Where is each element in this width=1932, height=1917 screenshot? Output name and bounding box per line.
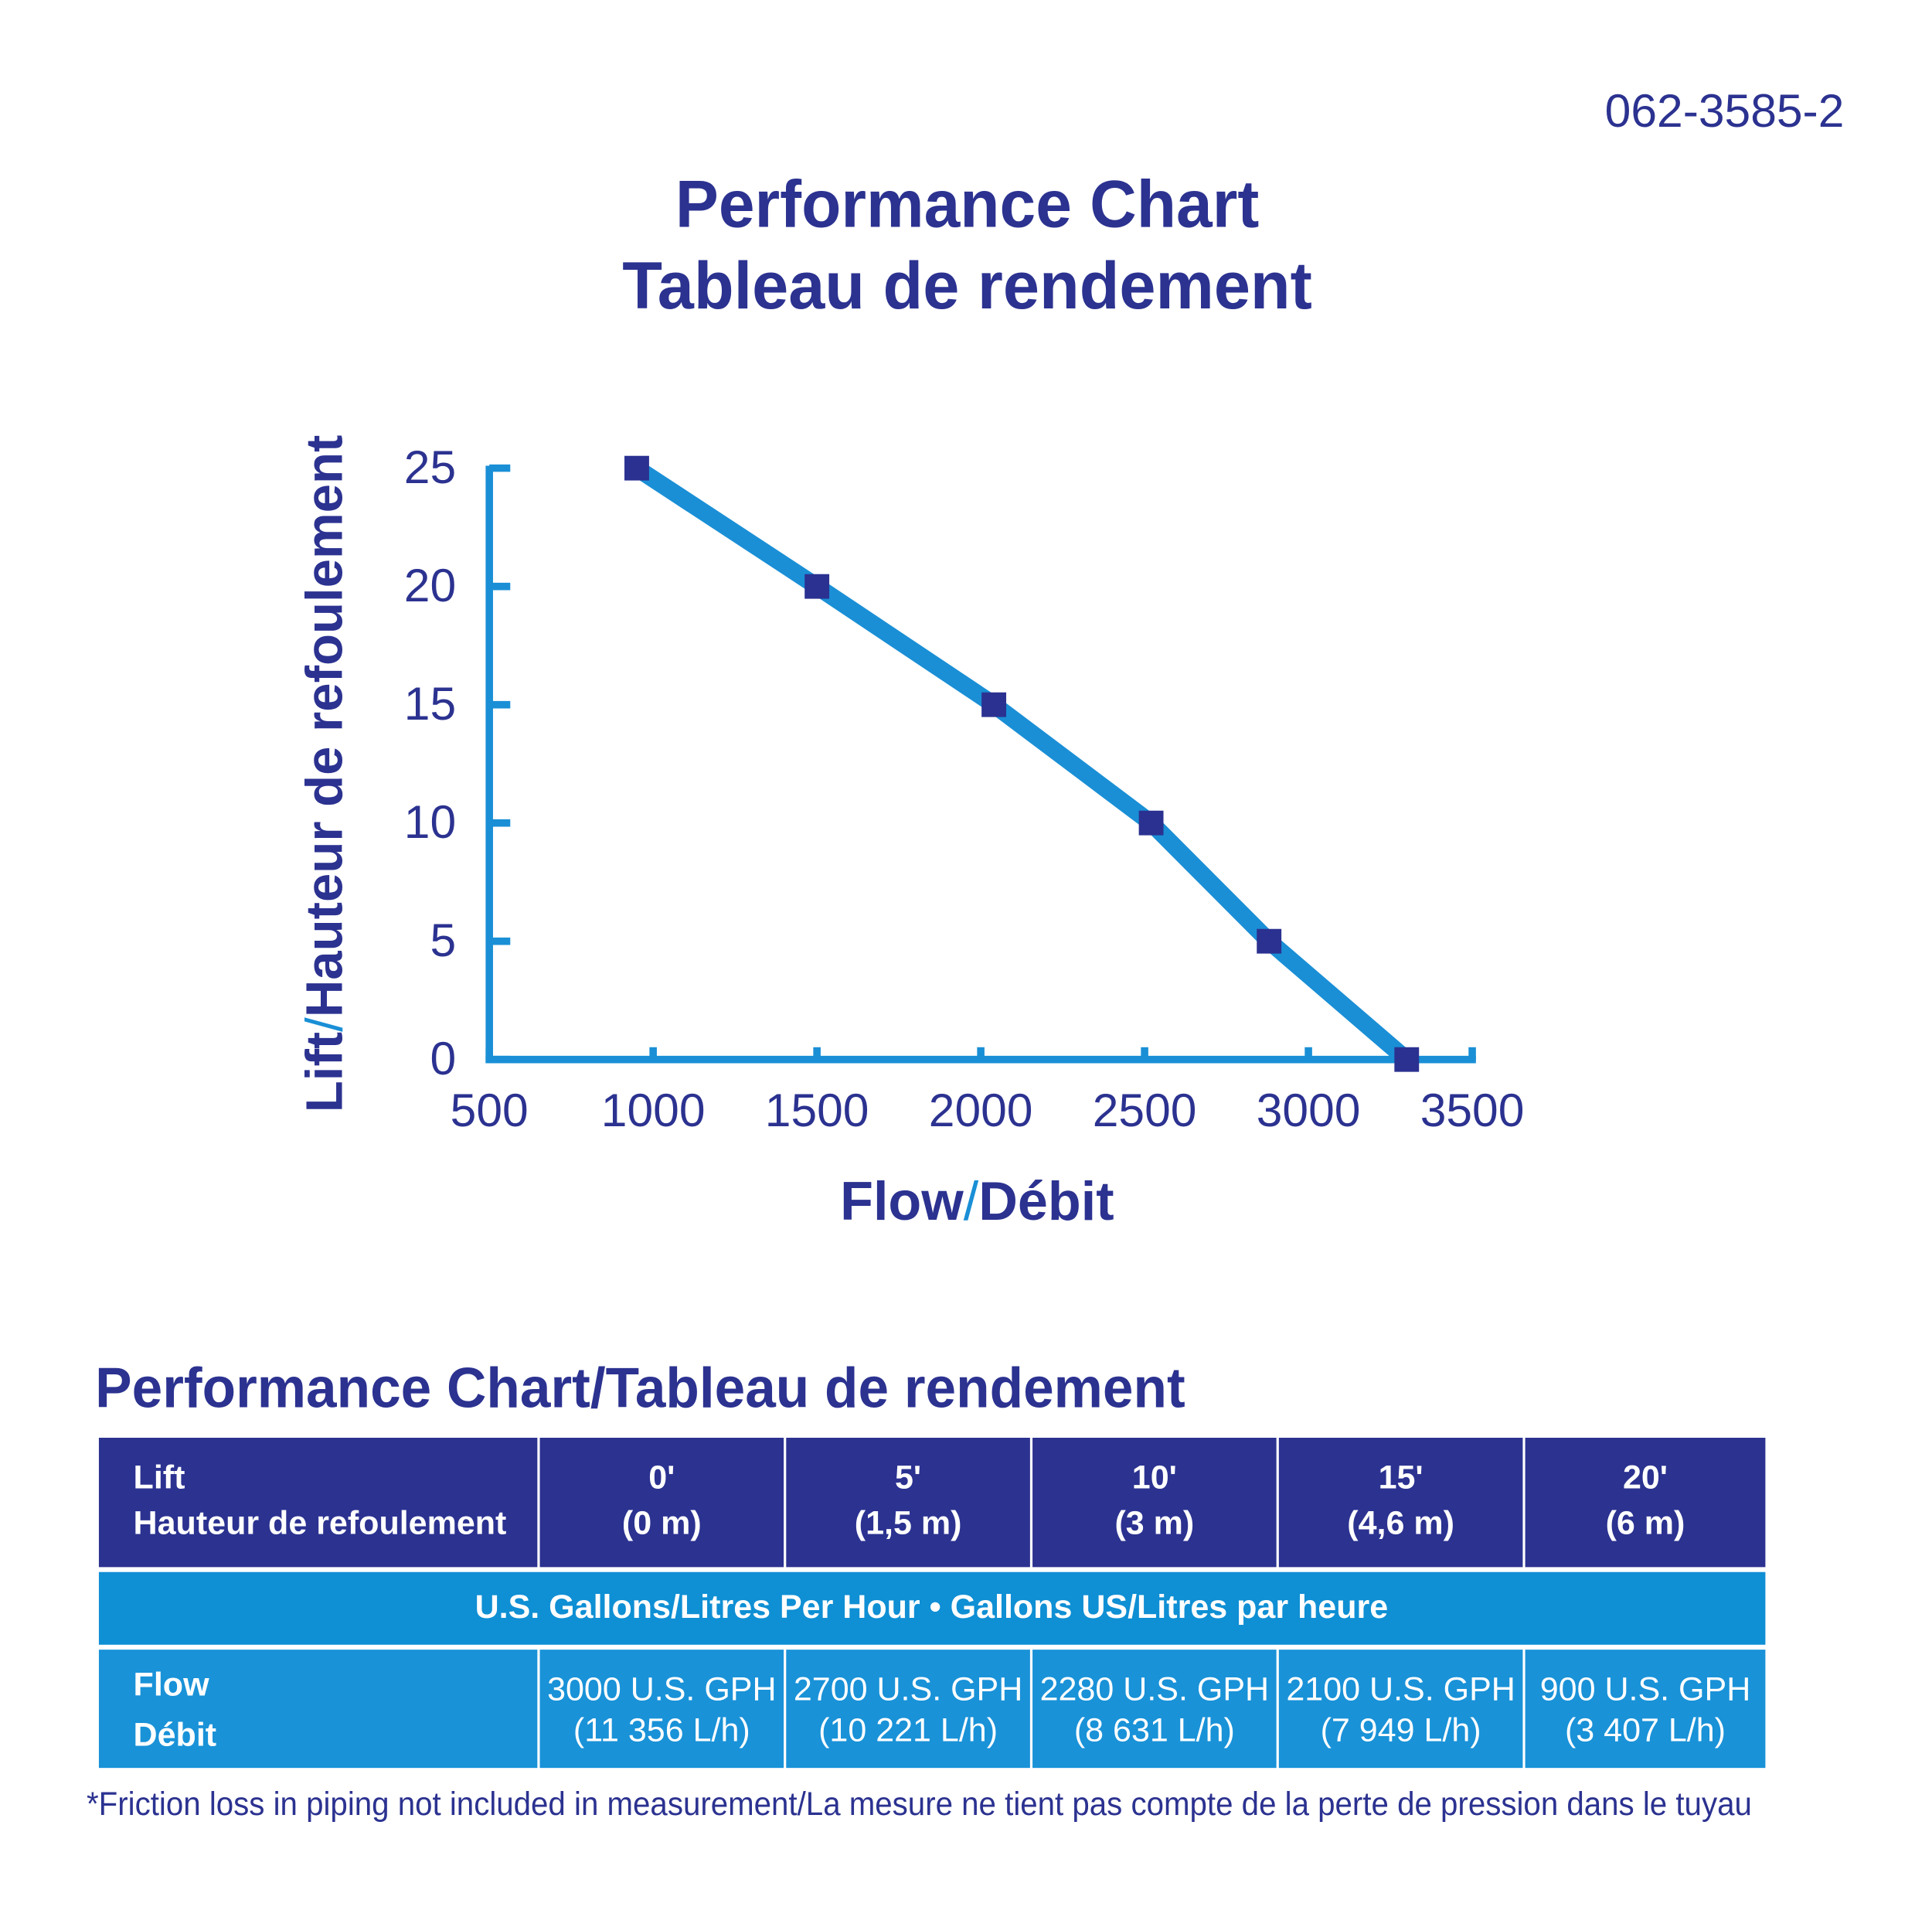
- table-cell: [98, 1438, 538, 1568]
- x-tick-label: 3500: [1420, 1084, 1525, 1136]
- x-tick-label: 1000: [601, 1084, 706, 1136]
- cell-text: (3 m): [1114, 1505, 1194, 1542]
- y-label-part: Hauteur de refoulement: [295, 435, 353, 1018]
- cell-text: 0': [648, 1459, 675, 1496]
- x-tick-label: 1500: [765, 1084, 869, 1136]
- table-cell: [539, 1438, 784, 1568]
- footnote: *Friction loss in piping not included in…: [87, 1786, 1752, 1823]
- cell-text: Lift: [134, 1459, 185, 1496]
- table-title: Performance Chart/Tableau de rendement: [95, 1356, 1185, 1419]
- table-cell: [1032, 1650, 1277, 1769]
- data-marker: [804, 574, 830, 599]
- x-tick-label: 500: [451, 1084, 529, 1136]
- cell-text: 20': [1623, 1459, 1668, 1496]
- cell-text: 15': [1379, 1459, 1423, 1496]
- table-cell: [1278, 1438, 1523, 1568]
- x-tick-label: 2000: [929, 1084, 1033, 1136]
- data-marker: [981, 692, 1007, 717]
- cell-text: Flow: [134, 1666, 210, 1703]
- x-label-part: Flow: [840, 1170, 964, 1231]
- cell-text: Hauteur de refoulement: [134, 1505, 507, 1542]
- y-label-slash: /: [295, 1017, 353, 1032]
- cell-text: Débit: [134, 1717, 217, 1754]
- table-cell: [786, 1650, 1030, 1769]
- cell-text: (0 m): [622, 1505, 702, 1542]
- cell-text: (11 356 L/h): [573, 1711, 750, 1748]
- y-axis-label: Lift/Hauteur de refoulement: [295, 435, 353, 1113]
- chart-title: Tableau de rendement: [622, 249, 1312, 323]
- table-cell: [1278, 1650, 1523, 1769]
- x-label-slash: /: [964, 1170, 979, 1231]
- y-tick-label: 10: [404, 795, 456, 848]
- cell-text: (1,5 m): [855, 1505, 962, 1542]
- product-code: 062-3585-2: [1605, 84, 1845, 137]
- table-cell: [539, 1650, 784, 1769]
- y-tick-label: 20: [404, 559, 456, 611]
- cell-text: 3000 U.S. GPH: [547, 1671, 776, 1708]
- y-tick-label: 0: [430, 1032, 456, 1084]
- data-marker: [1138, 810, 1164, 836]
- chart-title: Performance Chart: [675, 168, 1259, 242]
- y-tick-label: 15: [404, 677, 456, 730]
- cell-text: 2100 U.S. GPH: [1286, 1671, 1515, 1708]
- y-label-part: Lift: [295, 1032, 353, 1112]
- data-marker: [624, 455, 649, 481]
- x-label-part: Débit: [978, 1170, 1114, 1231]
- band-text: U.S. Gallons/Litres Per Hour • Gallons U…: [475, 1588, 1389, 1626]
- x-axis-label: Flow/Débit: [840, 1170, 1114, 1231]
- cell-text: 2700 U.S. GPH: [794, 1671, 1022, 1708]
- table-cell: [1032, 1438, 1277, 1568]
- cell-text: (8 631 L/h): [1074, 1711, 1235, 1748]
- cell-text: 2280 U.S. GPH: [1040, 1671, 1269, 1708]
- table-cell: [786, 1438, 1030, 1568]
- data-line: [631, 461, 1413, 1067]
- table-cell: [1525, 1650, 1766, 1769]
- x-tick-label: 2500: [1093, 1084, 1197, 1136]
- cell-text: 5': [895, 1459, 921, 1496]
- y-tick-label: 5: [430, 914, 456, 966]
- x-tick-label: 3000: [1257, 1084, 1361, 1136]
- cell-text: 10': [1132, 1459, 1177, 1496]
- cell-text: (4,6 m): [1347, 1505, 1454, 1542]
- data-marker: [1394, 1047, 1420, 1072]
- data-marker: [1257, 928, 1282, 954]
- cell-text: (7 949 L/h): [1321, 1711, 1481, 1748]
- table-cell: [1525, 1438, 1766, 1568]
- table-cell: [98, 1650, 538, 1769]
- y-tick-label: 25: [404, 441, 456, 493]
- cell-text: (6 m): [1606, 1505, 1685, 1542]
- cell-text: 900 U.S. GPH: [1540, 1671, 1751, 1708]
- cell-text: (10 221 L/h): [818, 1711, 998, 1748]
- table-band: [98, 1571, 1766, 1645]
- cell-text: (3 407 L/h): [1565, 1711, 1726, 1748]
